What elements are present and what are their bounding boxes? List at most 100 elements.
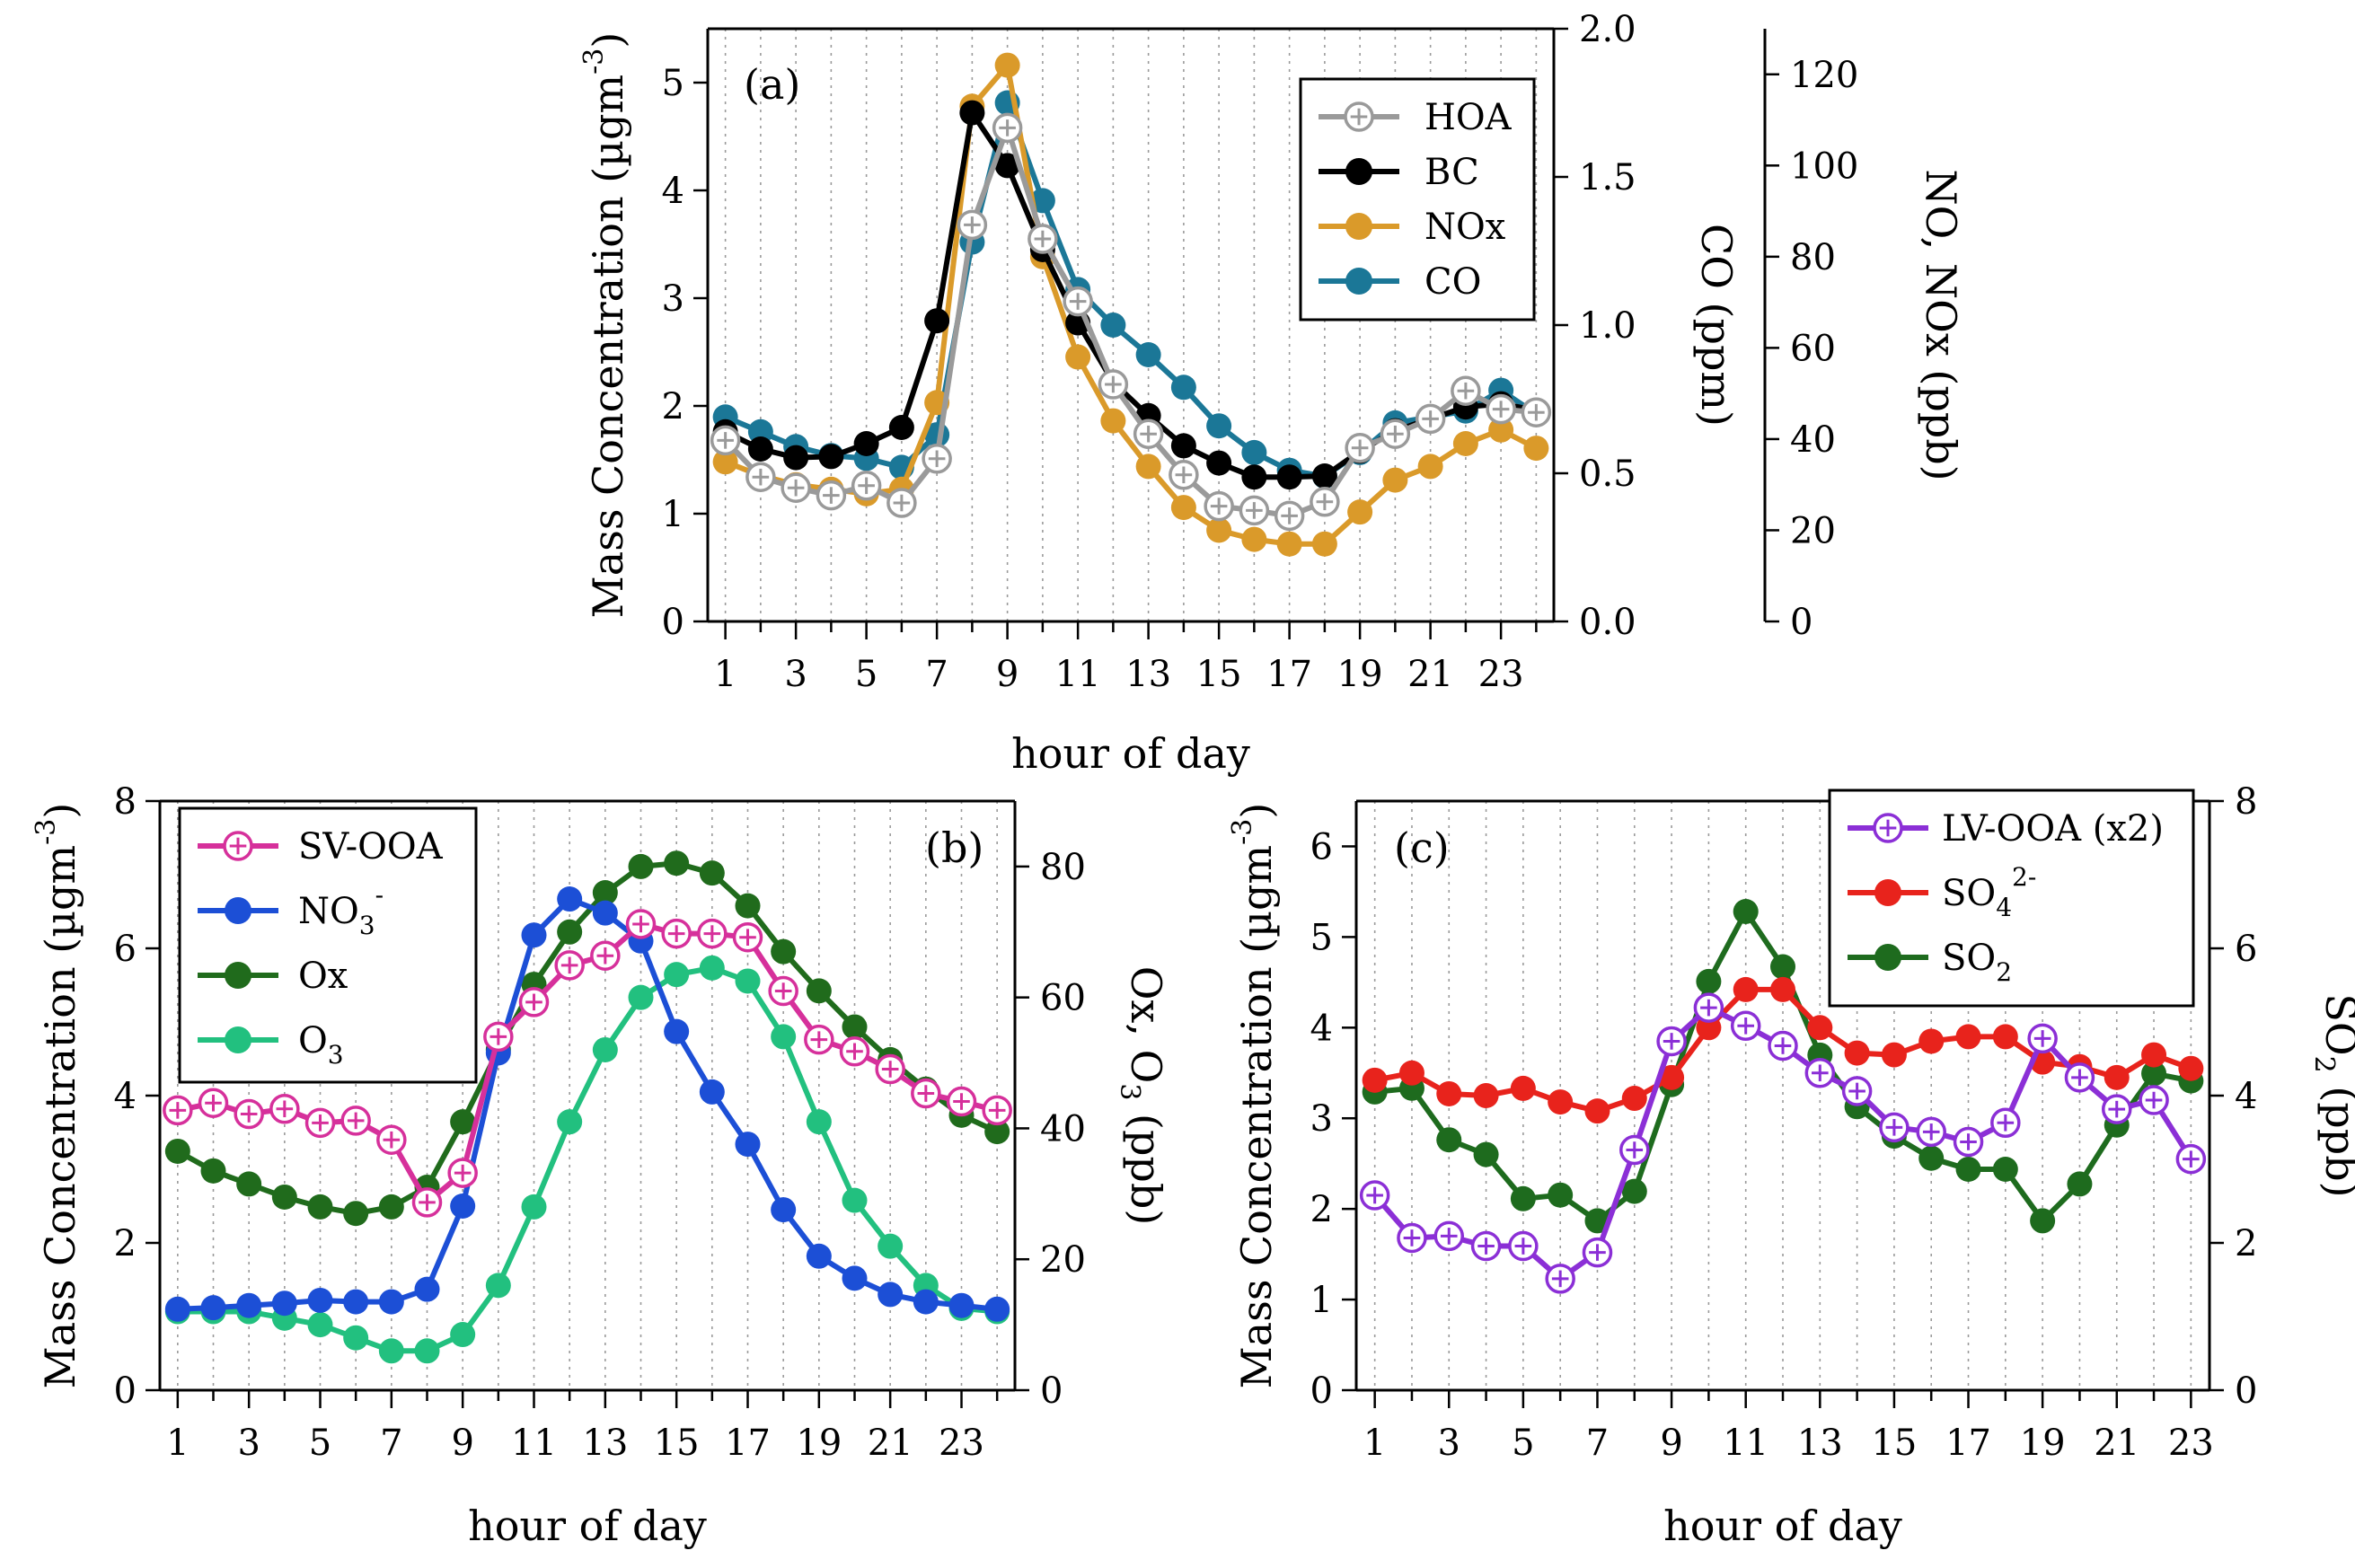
data-point (1274, 500, 1305, 532)
data-point (1470, 1230, 1502, 1262)
x-axis-title: hour of day (1011, 729, 1250, 778)
data-point (376, 1124, 407, 1155)
legend-label: O3 (298, 1020, 344, 1070)
data-point (1696, 968, 1722, 994)
y2-tick-label: 2 (2235, 1223, 2257, 1264)
legend-label-superscript: - (375, 880, 384, 910)
data-point (271, 1184, 297, 1210)
x-tick-label: 21 (2094, 1423, 2139, 1464)
data-point (804, 1024, 834, 1055)
y-tick-label: 5 (662, 63, 684, 104)
x-tick-label: 9 (451, 1423, 473, 1464)
data-point (1508, 1230, 1539, 1262)
data-point (2064, 1062, 2095, 1093)
data-point (378, 1289, 404, 1315)
data-point (771, 1197, 797, 1223)
data-point (234, 1098, 264, 1130)
data-point (1029, 188, 1055, 214)
data-point (1621, 1086, 1647, 1112)
data-point (1028, 224, 1058, 254)
y-tick-label: 2 (662, 386, 684, 427)
data-point (1276, 464, 1302, 490)
data-point (781, 472, 811, 503)
data-point (1881, 1042, 1907, 1068)
data-point (271, 1291, 297, 1317)
data-point (1451, 375, 1481, 406)
panel-label: (a) (744, 60, 800, 109)
y3-tick-label: 60 (1790, 328, 1836, 369)
data-point (1841, 1076, 1873, 1106)
data-point (1992, 1157, 2018, 1182)
data-point (2141, 1042, 2167, 1068)
legend-label: LV-OOA (x2) (1942, 808, 2164, 850)
data-point (1844, 1040, 1870, 1066)
data-point (911, 1078, 941, 1109)
data-point (450, 1109, 476, 1135)
data-point (1916, 1116, 1946, 1148)
y3-tick-label: 0 (1790, 602, 1813, 643)
data-point (1584, 1098, 1610, 1124)
data-point (1241, 526, 1267, 552)
data-point (1206, 517, 1232, 543)
data-point (1135, 342, 1161, 367)
data-point (1436, 1080, 1462, 1106)
data-point (1345, 433, 1375, 463)
data-point (200, 1158, 226, 1184)
data-point (378, 1194, 404, 1220)
data-point (304, 1107, 336, 1139)
data-point (2175, 1143, 2207, 1175)
data-point (1770, 976, 1795, 1002)
data-point (735, 968, 761, 994)
data-point (450, 1194, 476, 1219)
y-tick-label: 3 (662, 278, 684, 320)
data-point (164, 1296, 190, 1322)
data-point (1311, 463, 1337, 489)
data-point (994, 52, 1020, 78)
legend-marker (225, 1026, 251, 1053)
legend-label-subscript: 4 (1996, 893, 2012, 922)
y2-axis-title: Ox, O3 (ppb) (1114, 966, 1170, 1226)
y3-tick-label: 120 (1790, 55, 1858, 96)
data-point (735, 893, 761, 919)
y2-axis-title-end: (ppb) (1122, 1100, 1170, 1225)
data-point (806, 1109, 832, 1135)
data-point (1693, 992, 1724, 1023)
x-tick-label: 17 (1945, 1423, 1991, 1464)
legend-label: NOx (1424, 207, 1506, 248)
data-point (664, 1018, 690, 1044)
data-point (1206, 413, 1232, 439)
data-point (557, 1109, 583, 1135)
data-point (1169, 460, 1199, 490)
data-point (1133, 418, 1164, 449)
legend-label: CO (1424, 261, 1481, 303)
data-point (590, 940, 621, 971)
x-tick-label: 11 (511, 1423, 557, 1464)
data-point (1100, 408, 1126, 434)
data-point (886, 488, 917, 518)
data-point (592, 900, 618, 926)
data-point (957, 209, 988, 241)
data-point (1362, 1067, 1388, 1093)
y-tick-label: 6 (1310, 826, 1333, 868)
y-axis-title-superscript: -3 (31, 819, 62, 845)
x-tick-label: 5 (1512, 1423, 1534, 1464)
data-point (710, 425, 741, 456)
data-point (1206, 450, 1232, 476)
data-point (343, 1201, 369, 1227)
series-SO4 2- (1362, 976, 2204, 1124)
data-point (1730, 1010, 1761, 1042)
y2-tick-label: 4 (2235, 1076, 2257, 1117)
legend-label-main: SO (1942, 873, 1996, 914)
legend-label-main: LV-OOA (x2) (1942, 808, 2164, 850)
data-point (842, 1187, 868, 1213)
y-axis-title-superscript: -3 (1227, 819, 1258, 845)
data-point (1065, 344, 1091, 370)
data-point (1135, 454, 1161, 480)
legend-label: HOA (1424, 97, 1513, 138)
y-tick-label: 4 (662, 171, 684, 212)
y2-axis-title: SO2 (ppb) (2308, 993, 2355, 1197)
data-point (664, 962, 690, 988)
data-point (851, 471, 882, 501)
y-axis-title-end: ) (36, 803, 84, 819)
